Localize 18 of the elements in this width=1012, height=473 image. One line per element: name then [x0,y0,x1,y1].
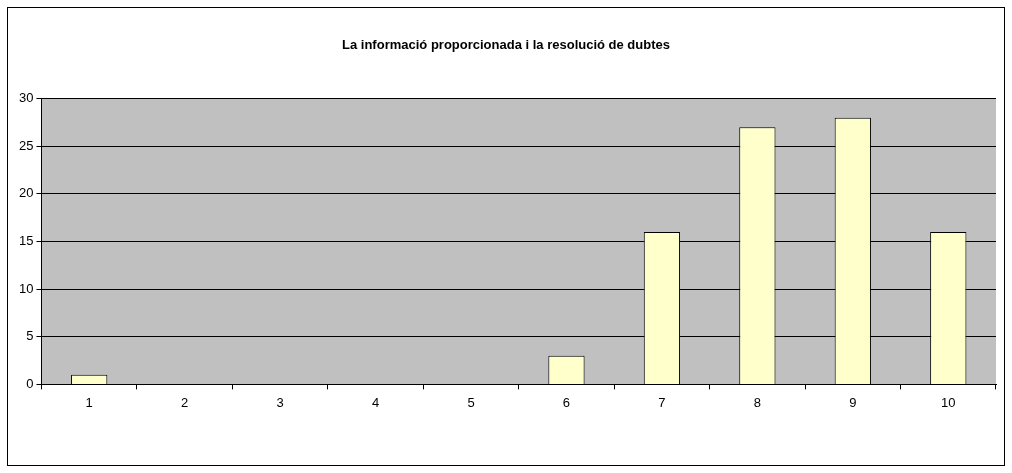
y-tick-label: 15 [18,233,34,249]
x-tick-label: 3 [276,394,284,410]
x-tick-label: 2 [181,394,189,410]
x-tick-label: 4 [371,394,380,410]
y-tick-label: 30 [18,90,34,106]
x-tick-label: 8 [753,394,761,410]
y-tick-label: 10 [18,280,34,296]
x-tick-label: 6 [562,394,571,410]
y-tick-label: 0 [26,375,34,391]
y-tick-label: 25 [18,137,34,153]
y-tick-label: 5 [26,328,34,344]
chart-title: La informació proporcionada i la resolució de dubtes [342,37,670,53]
x-tick-label: 9 [849,394,857,410]
x-tick-label: 10 [941,394,956,410]
y-tick-label: 20 [18,185,34,201]
x-tick-label: 7 [658,394,666,410]
x-tick-label: 5 [467,394,475,410]
x-tick-label: 1 [85,394,93,410]
